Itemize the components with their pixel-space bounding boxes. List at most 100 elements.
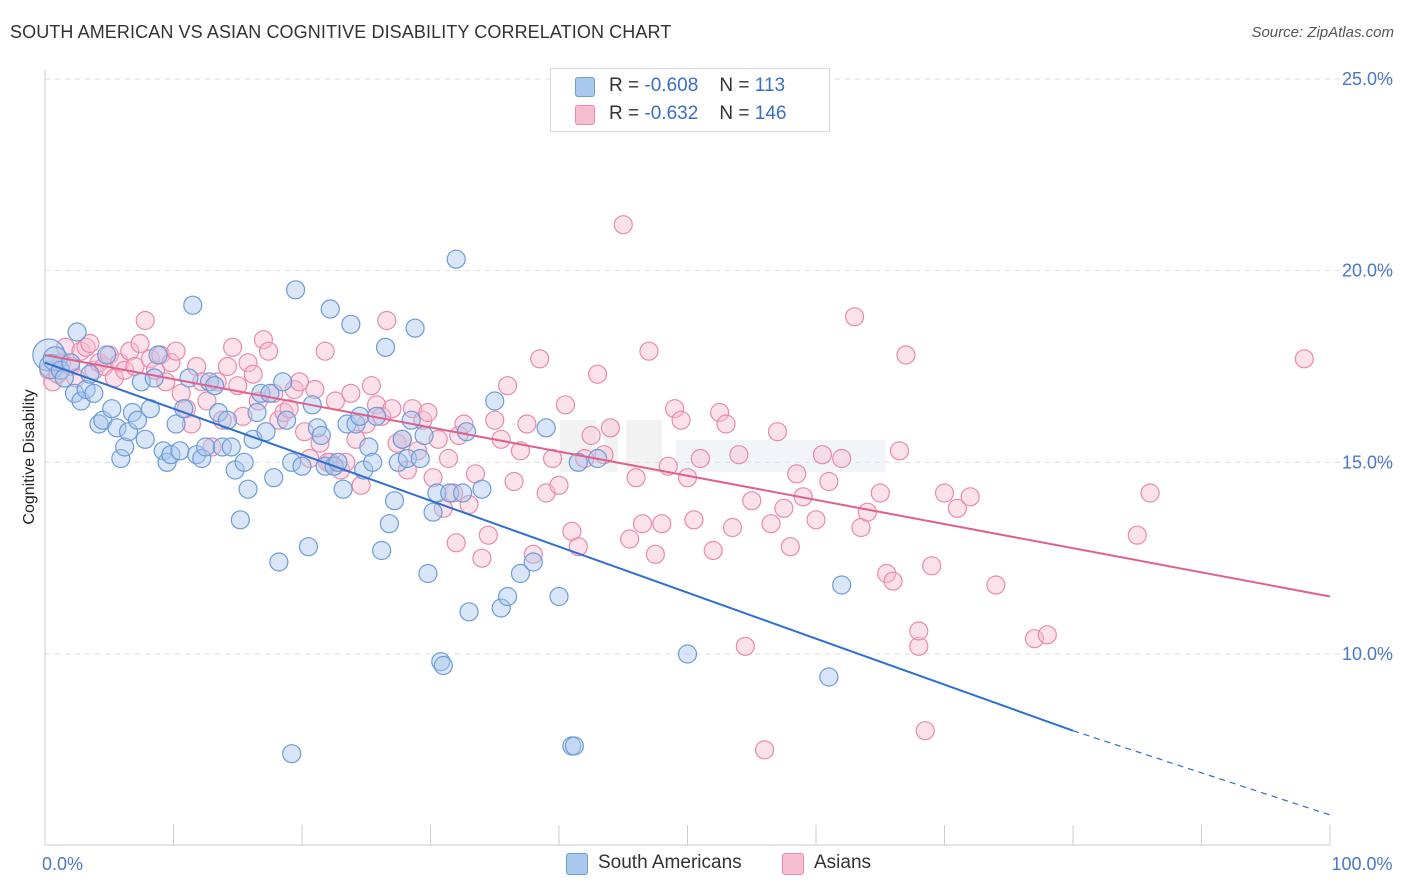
asian-point: [742, 491, 762, 511]
asian-point: [896, 345, 916, 365]
south-american-point: [256, 422, 276, 442]
asian-point: [857, 502, 878, 522]
asian-point: [310, 433, 330, 453]
south-american-point: [379, 514, 399, 534]
asian-point: [478, 525, 498, 545]
asian-point: [812, 445, 833, 465]
asian-point: [1024, 629, 1045, 649]
south-american-point: [410, 448, 430, 469]
asian-point: [289, 372, 310, 392]
south-american-point: [392, 429, 412, 449]
asian-point: [922, 556, 942, 576]
asian-point: [187, 356, 207, 377]
asian-point: [645, 544, 665, 564]
watermark-block: [676, 440, 886, 472]
asian-trend-line: [44, 354, 1331, 598]
asian-point: [382, 399, 402, 419]
asian-point: [418, 402, 438, 423]
south-american-point: [819, 667, 839, 687]
south-american-point: [564, 736, 585, 756]
asian-point: [729, 445, 749, 465]
asian-point: [915, 721, 935, 741]
asian-point: [832, 448, 852, 469]
bottom-legend-swatch-pink: [782, 853, 804, 875]
asian-point: [217, 356, 238, 377]
south-american-point: [196, 437, 216, 457]
south-american-point: [832, 575, 852, 595]
asian-point: [120, 341, 140, 361]
asian-point: [626, 468, 646, 488]
south-american-point: [446, 249, 466, 269]
south-american-point: [234, 452, 254, 472]
y-tick-label: 20.0%: [1342, 261, 1393, 281]
asian-point: [258, 341, 279, 361]
legend-swatch-blue: [575, 77, 595, 97]
south-american-point: [375, 337, 396, 357]
stats-legend: R = -0.608 N = 113 R = -0.632 N = 146: [550, 68, 830, 132]
y-tick-label: 10.0%: [1342, 644, 1393, 664]
legend-swatch-pink: [575, 105, 595, 125]
asian-point: [877, 563, 897, 584]
south-american-point: [247, 402, 267, 423]
south-american-point: [333, 479, 353, 499]
asian-point: [690, 448, 710, 469]
x-tick-label: 100.0%: [1331, 854, 1392, 874]
asian-point: [130, 333, 150, 354]
south-american-point: [341, 314, 361, 334]
asian-point: [80, 333, 100, 354]
south-american-point: [276, 410, 297, 430]
asian-point: [819, 471, 839, 492]
y-axis-title: Cognitive Disability: [21, 389, 38, 524]
legend-n-label: N =: [719, 75, 750, 96]
south-american-point: [328, 452, 348, 472]
asian-point: [761, 514, 781, 534]
south-american-point: [170, 441, 190, 461]
legend-n-label: N =: [719, 103, 750, 124]
y-tick-label: 15.0%: [1342, 452, 1393, 472]
axes: [44, 70, 1331, 846]
legend-n-value: 113: [754, 75, 786, 96]
trend-lines: [44, 354, 1331, 816]
asian-point: [780, 537, 800, 557]
asian-point: [366, 395, 387, 415]
south-american-trend-line: [44, 361, 1074, 732]
south-american-trend-extension: [1072, 730, 1331, 816]
y-tick-label: 25.0%: [1342, 69, 1393, 89]
asian-point: [934, 483, 955, 503]
south-american-point: [285, 280, 306, 300]
asian-point: [341, 383, 361, 403]
asian-point: [735, 636, 755, 656]
asian-point: [135, 310, 155, 331]
asian-point: [171, 383, 191, 403]
asian-point: [665, 399, 685, 419]
asian-point: [722, 517, 743, 538]
asian-point: [485, 410, 505, 430]
asian-point: [315, 341, 335, 361]
asian-point: [1127, 525, 1147, 545]
asian-point: [243, 364, 263, 384]
bottom-legend-swatch-blue: [566, 853, 588, 875]
south-american-point: [384, 491, 405, 511]
south-american-point: [89, 414, 109, 434]
south-american-point: [192, 448, 212, 469]
south-american-point: [405, 318, 425, 338]
asian-point: [279, 399, 299, 419]
south-american-point: [549, 586, 569, 607]
legend-n-value: 146: [754, 103, 787, 124]
grid-lines: [45, 78, 1392, 655]
asian-point: [472, 548, 492, 568]
asian-point: [710, 402, 730, 423]
asian-point: [253, 330, 274, 350]
south-american-point: [282, 452, 302, 472]
asian-point: [639, 341, 659, 361]
bottom-legend-label: South Americans: [598, 852, 742, 873]
asian-point: [238, 353, 258, 373]
south-american-point: [80, 364, 100, 384]
asian-point: [1037, 625, 1057, 645]
asian-point: [530, 349, 550, 369]
south-american-point: [269, 552, 289, 572]
asian-point: [438, 448, 459, 469]
south-american-point: [166, 414, 186, 434]
asian-point: [197, 391, 217, 411]
